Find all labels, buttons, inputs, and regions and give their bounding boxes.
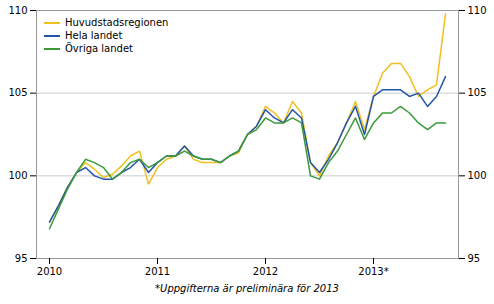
html-text:Huvudstadsregionen: Huvudstadsregionen (65, 17, 169, 28)
svg-text:95: 95 (468, 253, 481, 264)
svg-text:105: 105 (468, 87, 487, 98)
svg-text:95: 95 (15, 253, 28, 264)
svg-text:110: 110 (468, 5, 487, 16)
svg-text:2013*: 2013* (358, 266, 388, 277)
svg-text:110: 110 (8, 5, 27, 16)
svg-text:2010: 2010 (37, 266, 62, 277)
svg-text:100: 100 (468, 170, 487, 181)
html-text:Hela landet: Hela landet (65, 30, 123, 41)
svg-text:2011: 2011 (145, 266, 170, 277)
svg-text:100: 100 (8, 170, 27, 181)
svg-text:105: 105 (8, 87, 27, 98)
html-text:Övriga landet: Övriga landet (65, 43, 133, 54)
svg-text:2012: 2012 (253, 266, 278, 277)
html-text:*Uppgifterna är preliminära fö: *Uppgifterna är preliminära för 2013 (155, 283, 339, 294)
